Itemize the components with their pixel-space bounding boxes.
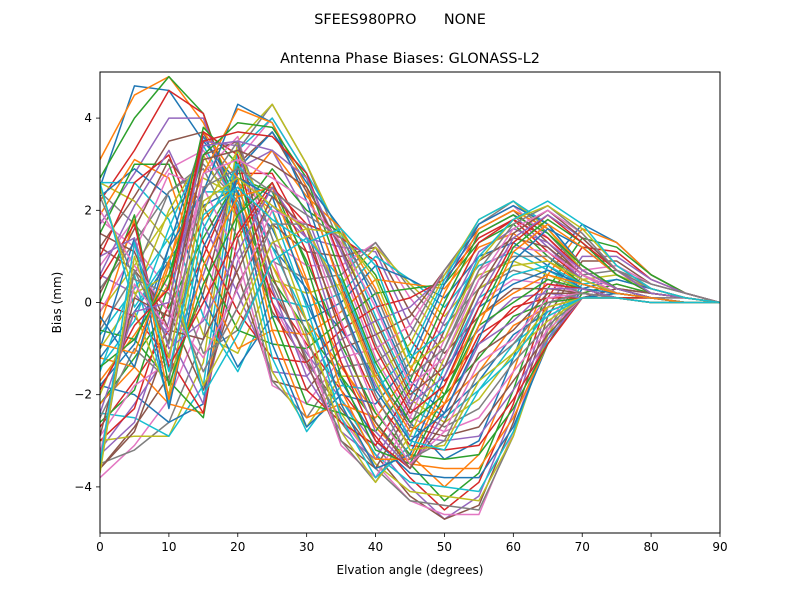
series-line-s04 (100, 89, 720, 511)
y-tick-label: 0 (84, 296, 92, 310)
x-tick-label: 50 (437, 540, 452, 554)
x-tick-label: 40 (368, 540, 383, 554)
x-tick-label: 90 (712, 540, 727, 554)
y-axis-label: Bias (mm) (50, 272, 64, 334)
y-tick-label: −4 (74, 480, 92, 494)
x-tick-label: 20 (230, 540, 245, 554)
x-axis-label: Elvation angle (degrees) (337, 563, 484, 577)
y-tick-label: −2 (74, 388, 92, 402)
series-group (100, 75, 720, 520)
series-line-s68 (100, 168, 720, 469)
x-axis: 0 10 20 30 40 50 60 70 80 90 (96, 533, 728, 554)
y-axis: −4 −2 0 2 4 (74, 111, 100, 494)
series-line-s05 (100, 117, 720, 520)
x-tick-label: 30 (299, 540, 314, 554)
x-tick-label: 60 (506, 540, 521, 554)
y-tick-label: 4 (84, 111, 92, 125)
x-tick-label: 10 (161, 540, 176, 554)
chart-title: Antenna Phase Biases: GLONASS-L2 (280, 51, 540, 67)
figure-suptitle: SFEES980PRO NONE (314, 12, 486, 28)
y-tick-label: 2 (84, 203, 92, 217)
x-tick-label: 0 (96, 540, 104, 554)
series-line-s63 (100, 121, 720, 424)
x-tick-label: 70 (575, 540, 590, 554)
series-line-s70 (100, 186, 720, 464)
x-tick-label: 80 (643, 540, 658, 554)
